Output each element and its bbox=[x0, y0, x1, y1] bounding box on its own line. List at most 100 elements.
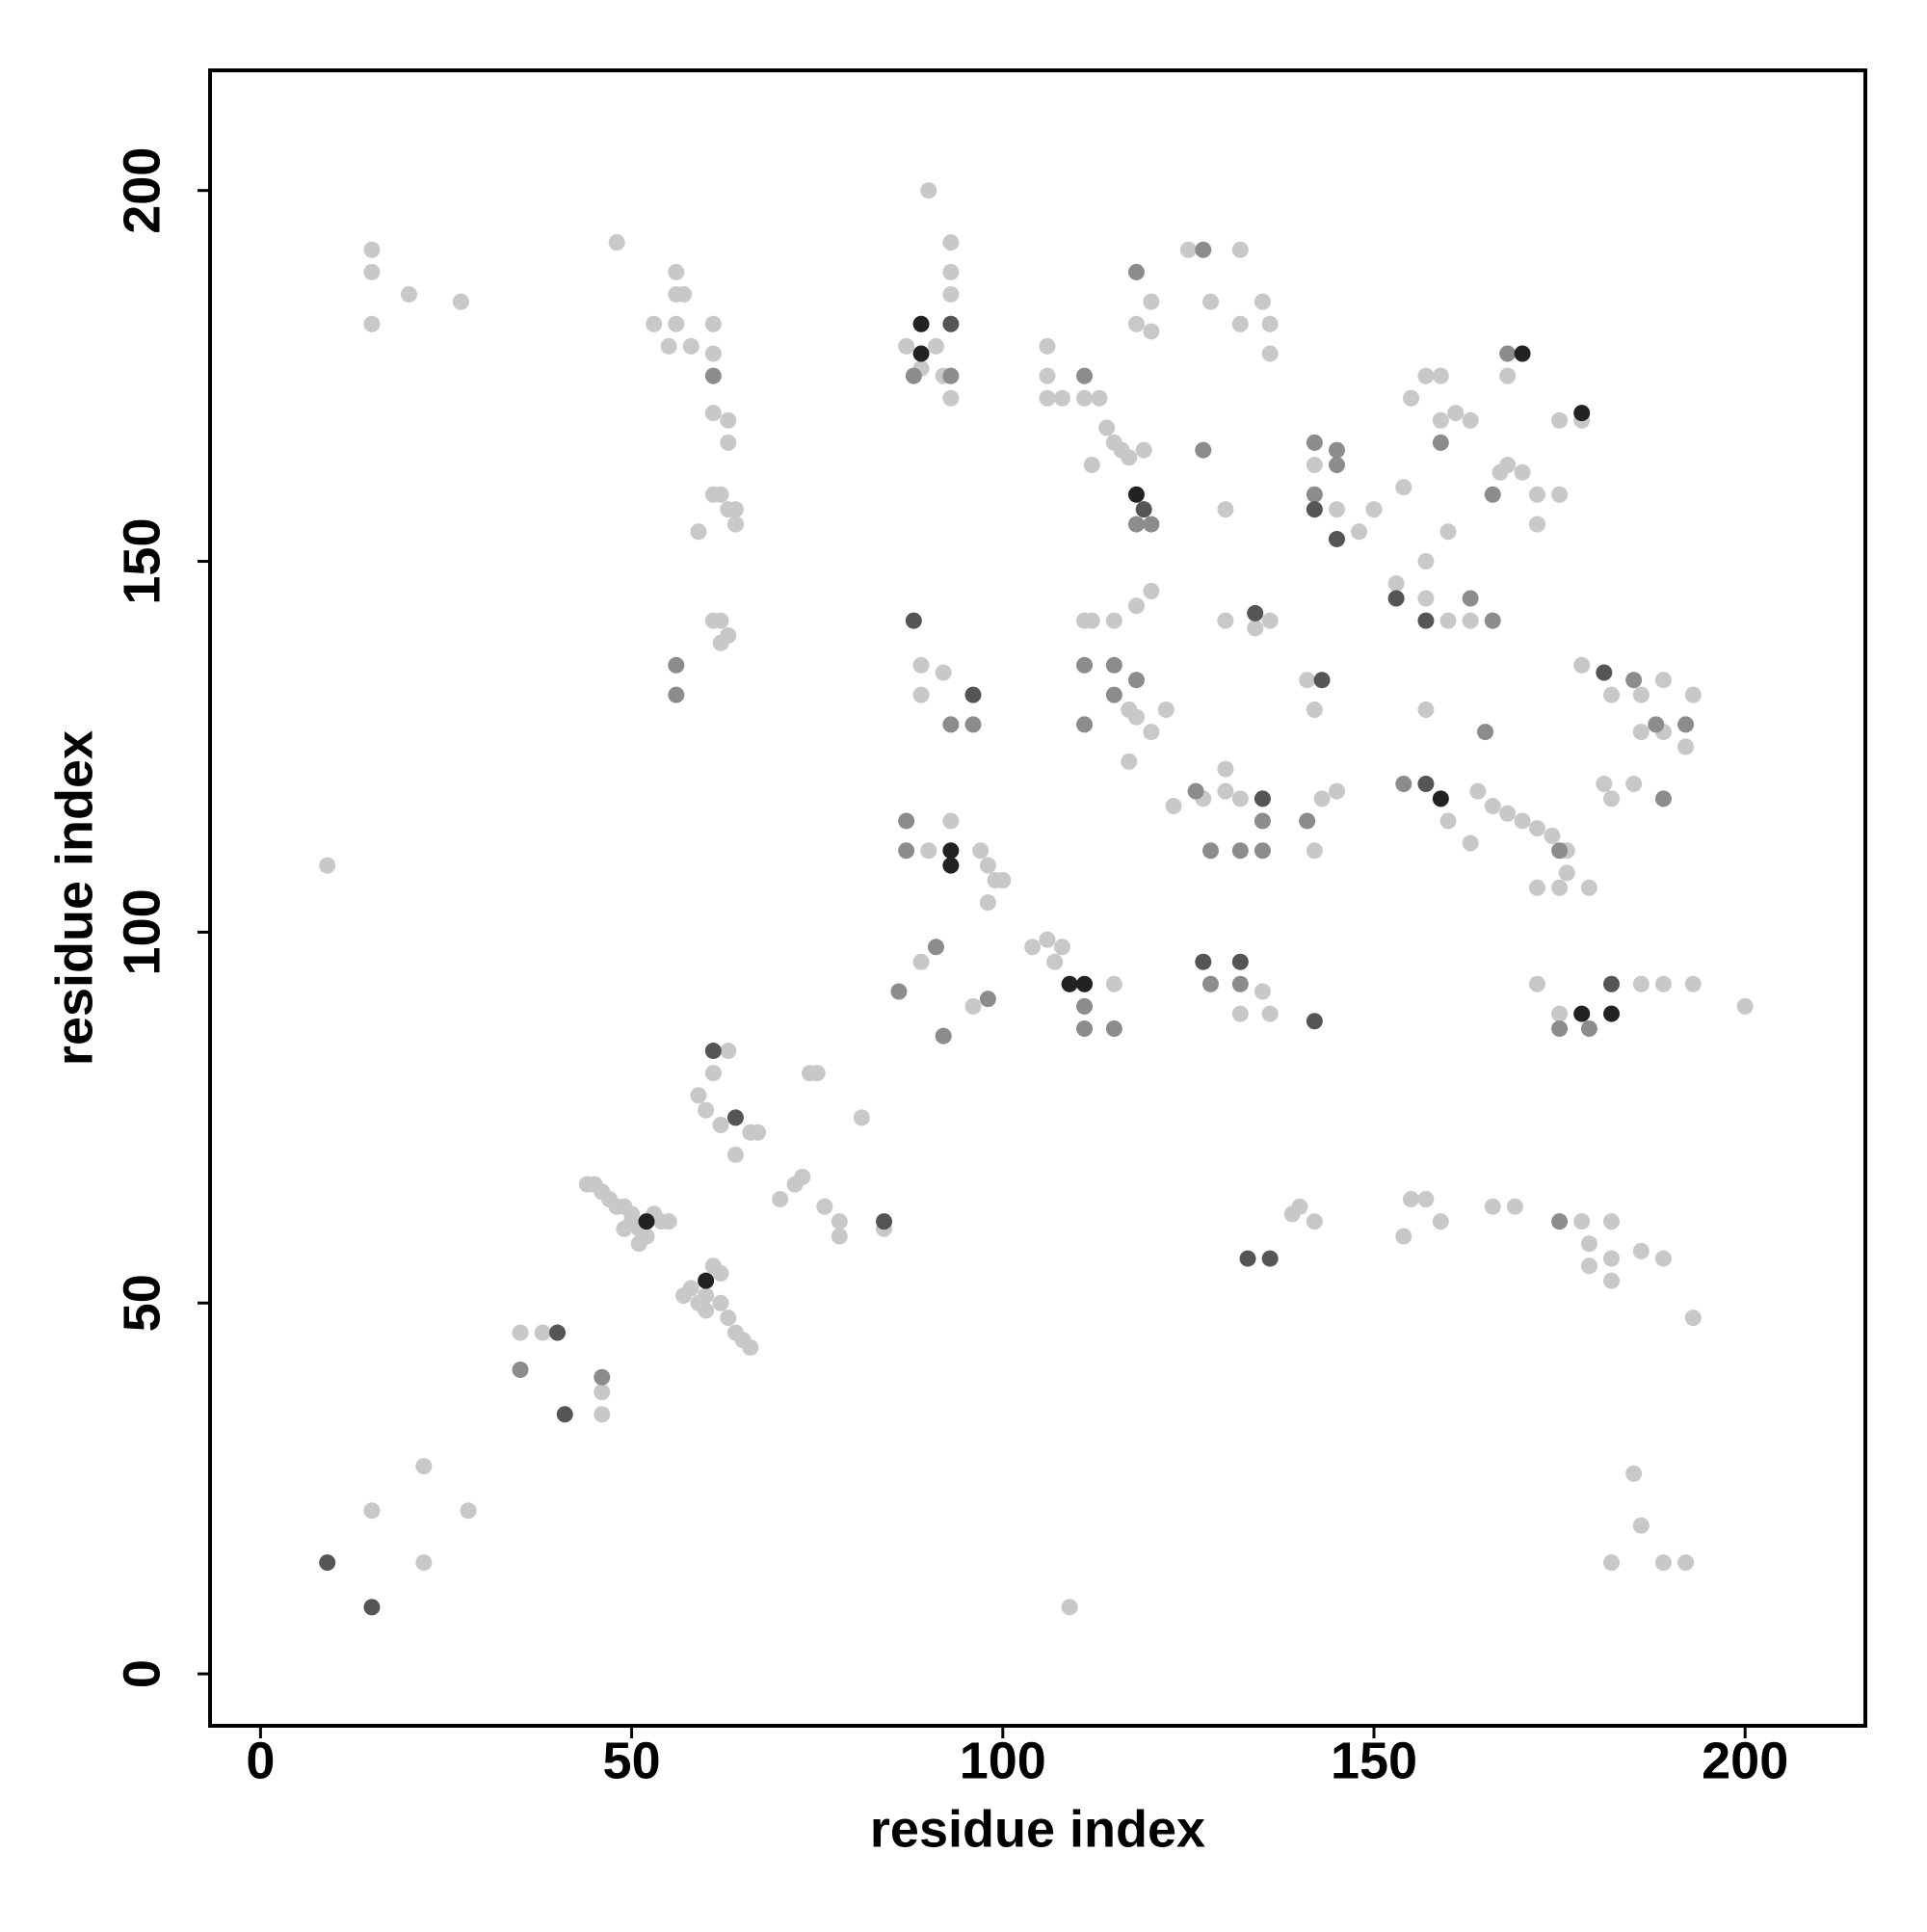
scatter-point bbox=[704, 315, 722, 332]
scatter-point bbox=[363, 315, 381, 332]
scatter-point bbox=[1105, 612, 1122, 629]
scatter-point bbox=[1417, 1191, 1435, 1208]
scatter-point bbox=[1469, 782, 1487, 800]
scatter-point bbox=[726, 1109, 744, 1126]
scatter-point bbox=[1439, 812, 1457, 830]
scatter-point bbox=[668, 263, 685, 280]
scatter-point bbox=[853, 1109, 870, 1126]
scatter-point bbox=[512, 1362, 529, 1379]
scatter-point bbox=[1603, 1213, 1621, 1231]
scatter-point bbox=[1046, 953, 1064, 970]
scatter-point bbox=[808, 1065, 826, 1082]
scatter-point bbox=[319, 857, 336, 874]
scatter-point bbox=[794, 1168, 811, 1185]
scatter-point bbox=[1261, 315, 1279, 332]
scatter-point bbox=[1076, 656, 1094, 674]
scatter-point bbox=[1551, 879, 1569, 896]
scatter-point bbox=[1684, 1310, 1702, 1327]
scatter-point bbox=[712, 1117, 729, 1134]
scatter-point bbox=[905, 367, 922, 384]
scatter-point bbox=[1328, 501, 1345, 518]
scatter-point bbox=[1351, 523, 1368, 541]
scatter-point bbox=[898, 812, 915, 830]
scatter-point bbox=[1105, 656, 1122, 674]
scatter-point bbox=[1654, 1554, 1672, 1572]
scatter-point bbox=[1625, 672, 1643, 689]
scatter-point bbox=[1484, 798, 1501, 815]
scatter-point bbox=[1603, 1005, 1621, 1022]
scatter-point bbox=[720, 1043, 737, 1060]
scatter-point bbox=[1127, 516, 1145, 533]
scatter-point bbox=[1528, 975, 1545, 992]
scatter-point bbox=[1247, 604, 1264, 622]
scatter-point bbox=[682, 1280, 700, 1297]
scatter-point bbox=[942, 389, 960, 407]
scatter-point bbox=[1202, 975, 1220, 992]
scatter-point bbox=[1127, 597, 1145, 615]
scatter-point bbox=[704, 1065, 722, 1082]
scatter-point bbox=[1313, 672, 1331, 689]
scatter-point bbox=[594, 1368, 611, 1386]
scatter-point bbox=[964, 716, 982, 733]
x-tick-label: 100 bbox=[960, 1732, 1046, 1789]
x-tick-label: 200 bbox=[1702, 1732, 1788, 1789]
scatter-point bbox=[1573, 1213, 1591, 1231]
scatter-point bbox=[704, 345, 722, 362]
scatter-point bbox=[415, 1458, 433, 1475]
scatter-point bbox=[1306, 501, 1323, 518]
scatter-point bbox=[1551, 1019, 1569, 1037]
scatter-point bbox=[1596, 664, 1613, 681]
x-tick-label: 0 bbox=[246, 1732, 275, 1789]
scatter-point bbox=[1261, 612, 1279, 629]
scatter-point bbox=[1306, 1213, 1323, 1231]
scatter-point bbox=[1417, 775, 1435, 792]
scatter-point bbox=[1514, 463, 1531, 481]
scatter-point bbox=[1417, 590, 1435, 607]
scatter-point bbox=[1143, 323, 1160, 340]
scatter-point bbox=[927, 337, 944, 355]
scatter-point bbox=[1039, 337, 1056, 355]
scatter-point bbox=[1024, 939, 1042, 956]
scatter-point bbox=[1632, 724, 1650, 741]
scatter-point bbox=[1654, 790, 1672, 807]
scatter-point bbox=[1684, 975, 1702, 992]
scatter-point bbox=[942, 716, 960, 733]
scatter-point bbox=[1143, 293, 1160, 310]
scatter-point bbox=[726, 501, 744, 518]
scatter-point bbox=[1121, 753, 1138, 770]
scatter-point bbox=[942, 367, 960, 384]
scatter-point bbox=[1254, 790, 1271, 807]
scatter-point bbox=[608, 234, 625, 251]
scatter-point bbox=[1573, 656, 1591, 674]
scatter-point bbox=[935, 1027, 952, 1045]
scatter-point bbox=[1677, 716, 1695, 733]
scatter-point bbox=[1306, 456, 1323, 473]
scatter-point bbox=[942, 234, 960, 251]
scatter-point bbox=[876, 1213, 893, 1231]
scatter-point bbox=[616, 1220, 633, 1237]
scatter-point bbox=[698, 1272, 715, 1289]
scatter-point bbox=[831, 1228, 848, 1245]
scatter-point bbox=[1247, 620, 1264, 637]
scatter-point bbox=[1417, 701, 1435, 718]
scatter-point bbox=[675, 285, 693, 303]
scatter-point bbox=[704, 1043, 722, 1060]
scatter-point bbox=[1514, 345, 1531, 362]
scatter-point bbox=[1648, 716, 1665, 733]
scatter-point bbox=[1573, 1005, 1591, 1022]
scatter-point bbox=[1306, 701, 1323, 718]
scatter-point bbox=[704, 405, 722, 422]
scatter-point bbox=[1654, 672, 1672, 689]
scatter-point bbox=[898, 337, 915, 355]
scatter-point bbox=[994, 872, 1012, 889]
scatter-point bbox=[1135, 501, 1152, 518]
scatter-point bbox=[1580, 1235, 1597, 1253]
scatter-point bbox=[1403, 1191, 1420, 1208]
scatter-point bbox=[1603, 686, 1621, 703]
scatter-point bbox=[942, 842, 960, 860]
scatter-point bbox=[1039, 367, 1056, 384]
scatter-point bbox=[1736, 997, 1754, 1015]
scatter-point bbox=[534, 1324, 551, 1341]
scatter-point bbox=[1313, 790, 1331, 807]
